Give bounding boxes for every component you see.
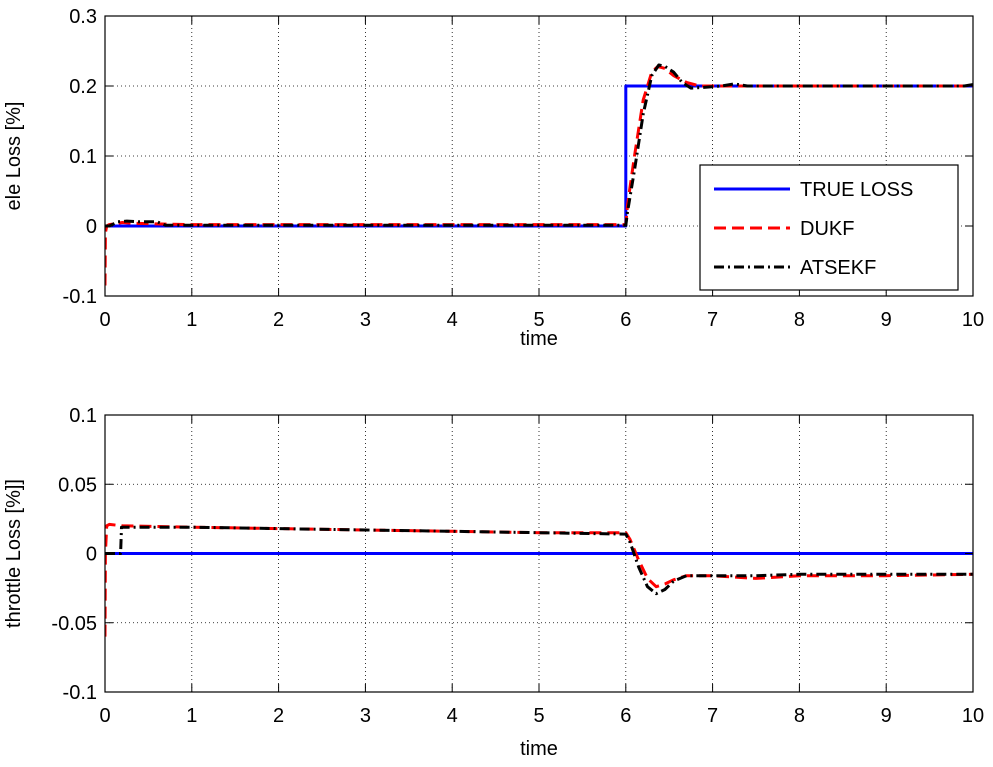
x-tick-label: 6 xyxy=(620,705,631,727)
x-tick-label: 5 xyxy=(533,309,544,331)
x-tick-label: 4 xyxy=(447,705,458,727)
y-tick-label: 0.1 xyxy=(69,405,97,427)
y-tick-label: -0.1 xyxy=(63,682,97,704)
x-tick-label: 2 xyxy=(273,705,284,727)
x-tick-label: 1 xyxy=(186,309,197,331)
x-tick-label: 3 xyxy=(360,705,371,727)
series-group xyxy=(105,63,973,286)
x-tick-label: 0 xyxy=(99,705,110,727)
x-tick-label: 2 xyxy=(273,309,284,331)
x-tick-label: 5 xyxy=(533,705,544,727)
y-tick-label: -0.05 xyxy=(51,613,97,635)
y-tick-label: 0 xyxy=(86,216,97,238)
x-tick-label: 4 xyxy=(447,309,458,331)
y-tick-label: -0.1 xyxy=(63,286,97,308)
y-axis-label: throttle Loss [%]] xyxy=(3,479,25,628)
x-tick-label: 8 xyxy=(794,705,805,727)
x-tick-label: 3 xyxy=(360,309,371,331)
y-axis-label: ele Loss [%] xyxy=(3,102,25,211)
y-tick-label: 0.3 xyxy=(69,6,97,28)
legend-entry-label: ATSEKF xyxy=(800,257,876,279)
legend-entry-label: TRUE LOSS xyxy=(800,179,913,201)
x-tick-label: 9 xyxy=(881,309,892,331)
y-tick-label: 0 xyxy=(86,544,97,566)
legend-entry-label: DUKF xyxy=(800,218,854,240)
y-tick-label: 0.1 xyxy=(69,146,97,168)
y-tick-label: 0.05 xyxy=(58,474,97,496)
subplot-2: 0 1 2 3 4 5 6 7 8 9 10 -0.1 -0.05 0 0.05 0.1 time throttl… xyxy=(3,405,984,760)
x-tick-label: 9 xyxy=(881,705,892,727)
x-tick-label: 1 xyxy=(186,705,197,727)
series-line-dukf xyxy=(105,522,973,637)
x-tick-label: 0 xyxy=(99,309,110,331)
y-tick-label: 0.2 xyxy=(69,76,97,98)
legend: TRUE LOSS DUKF ATSEKF xyxy=(699,164,959,291)
x-axis-label: time xyxy=(520,328,558,350)
x-tick-label: 7 xyxy=(707,309,718,331)
series-line-atsekf xyxy=(105,63,973,228)
series-line-atsekf xyxy=(105,525,973,596)
x-tick-label: 10 xyxy=(962,705,984,727)
x-axis-label: time xyxy=(520,738,558,760)
x-tick-label: 10 xyxy=(962,309,984,331)
x-tick-label: 7 xyxy=(707,705,718,727)
x-tick-label: 8 xyxy=(794,309,805,331)
x-tick-label: 6 xyxy=(620,309,631,331)
series-group xyxy=(105,522,973,637)
